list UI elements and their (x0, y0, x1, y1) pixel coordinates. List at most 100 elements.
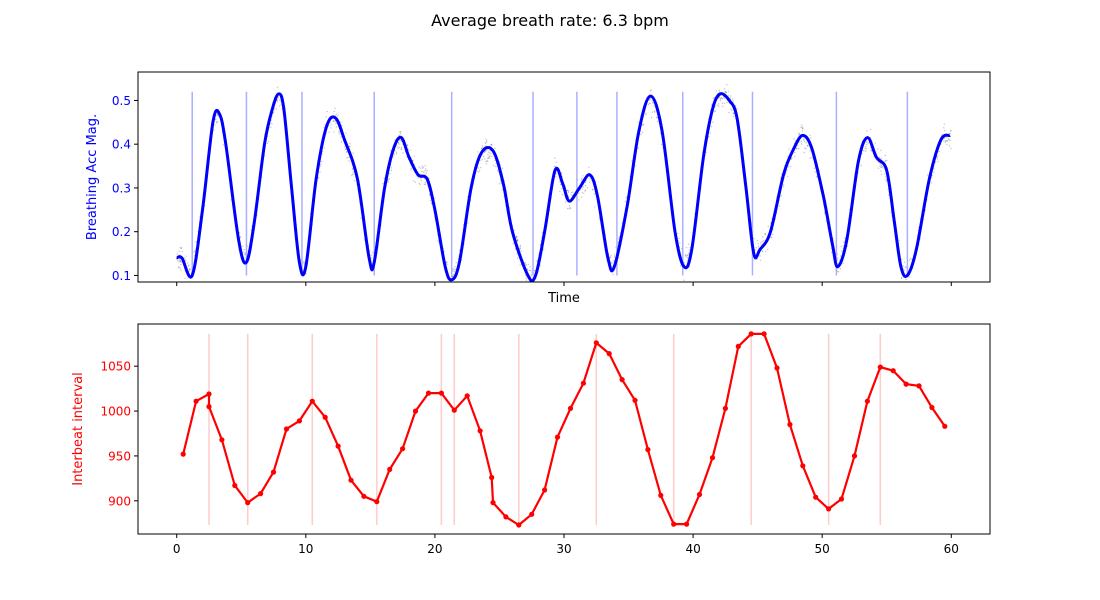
scatter-point (483, 155, 485, 158)
scatter-point (584, 190, 586, 192)
scatter-point (559, 180, 561, 183)
scatter-point (513, 229, 515, 231)
scatter-point (722, 105, 724, 108)
scatter-point (500, 180, 502, 183)
scatter-point (406, 144, 409, 146)
scatter-point (526, 269, 529, 271)
scatter-point (879, 165, 881, 167)
scatter-point (338, 133, 340, 135)
scatter-point (487, 157, 489, 160)
scatter-point (716, 104, 718, 107)
scatter-point (764, 233, 766, 235)
data-point (387, 466, 393, 472)
scatter-point (687, 257, 689, 259)
scatter-point (554, 157, 556, 159)
scatter-point (732, 112, 734, 114)
axes-frame (137, 323, 991, 535)
scatter-point (387, 179, 389, 181)
scatter-point (780, 177, 782, 179)
scatter-point (555, 176, 557, 178)
scatter-point (729, 97, 731, 99)
scatter-point (480, 147, 483, 150)
scatter-point (343, 146, 346, 148)
scatter-point (330, 124, 332, 126)
data-point (464, 393, 470, 399)
plot-area (180, 331, 948, 528)
scatter-point (383, 177, 385, 179)
scatter-point (305, 272, 307, 275)
scatter-point (390, 169, 393, 172)
scatter-point (398, 143, 400, 145)
scatter-point (176, 253, 178, 255)
scatter-point (754, 249, 756, 251)
scatter-point (244, 254, 246, 256)
y-tick-label: 0.4 (112, 138, 131, 152)
scatter-point (189, 268, 191, 270)
scatter-point (715, 90, 717, 92)
scatter-point (409, 149, 411, 151)
scatter-point (713, 96, 715, 99)
scatter-point (840, 245, 842, 247)
scatter-point (592, 188, 594, 191)
data-point (671, 521, 677, 527)
scatter-point (525, 279, 528, 281)
scatter-point (420, 167, 422, 169)
scatter-point (532, 283, 533, 284)
scatter-point (451, 284, 452, 285)
scatter-point (187, 265, 189, 267)
scatter-point (733, 115, 735, 117)
scatter-point (880, 166, 883, 168)
scatter-point (183, 257, 186, 259)
scatter-point (560, 184, 562, 186)
scatter-point (581, 191, 583, 194)
scatter-point (584, 184, 587, 187)
scatter-point (276, 86, 279, 89)
scatter-point (642, 123, 645, 125)
scatter-point (501, 167, 504, 169)
scatter-point (641, 124, 643, 126)
scatter-point (898, 239, 900, 241)
scatter-point (351, 173, 353, 176)
scatter-point (583, 192, 585, 195)
scatter-point (949, 139, 951, 142)
scatter-point (243, 248, 245, 251)
scatter-point (270, 126, 272, 129)
scatter-point (481, 145, 483, 147)
scatter-point (489, 149, 491, 152)
scatter-point (180, 269, 182, 271)
scatter-point (581, 177, 583, 180)
scatter-point (302, 262, 304, 264)
scatter-point (399, 132, 402, 135)
scatter-point (610, 254, 612, 257)
scatter-point (581, 188, 584, 190)
scatter-point (885, 180, 887, 182)
scatter-point (880, 149, 882, 152)
scatter-point (688, 249, 690, 251)
scatter-point (178, 250, 180, 253)
scatter-point (275, 108, 278, 111)
scatter-point (648, 102, 650, 104)
scatter-point (937, 155, 939, 157)
scatter-point (217, 121, 219, 123)
data-point (838, 496, 845, 502)
scatter-point (489, 152, 491, 154)
scatter-point (890, 211, 892, 214)
scatter-point (651, 111, 653, 114)
data-point (180, 451, 186, 457)
scatter-point (413, 155, 415, 157)
scatter-point (762, 240, 765, 242)
scatter-point (879, 156, 881, 158)
scatter-point (624, 200, 627, 203)
scatter-point (645, 112, 647, 114)
scatter-point (732, 113, 735, 115)
scatter-point (478, 171, 480, 173)
scatter-point (566, 189, 568, 192)
data-point (709, 455, 716, 461)
scatter-point (370, 254, 373, 256)
scatter-point (555, 161, 557, 163)
scatter-point (884, 173, 886, 175)
scatter-point (795, 147, 798, 150)
scatter-point (680, 248, 683, 250)
y-tick-label: 1050 (100, 360, 131, 374)
scatter-point (179, 267, 181, 269)
